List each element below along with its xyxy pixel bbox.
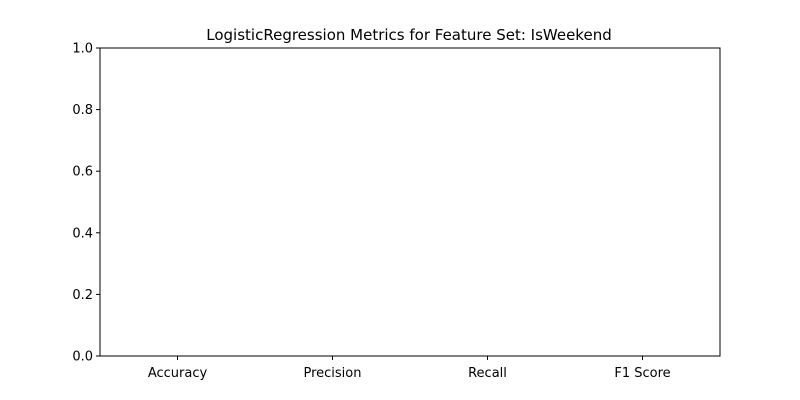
- x-tick-label: Recall: [468, 366, 507, 381]
- y-tick-label: 0.2: [72, 288, 93, 303]
- x-tick-label: Precision: [303, 366, 361, 381]
- x-tick-label: Accuracy: [148, 366, 208, 381]
- chart-title: LogisticRegression Metrics for Feature S…: [206, 26, 611, 44]
- y-tick-label: 0.0: [72, 350, 93, 365]
- x-axis: Accuracy Precision Recall F1 Score: [148, 356, 671, 381]
- y-axis: 0.0 0.2 0.4 0.6 0.8 1.0: [72, 42, 100, 365]
- x-tick-label: F1 Score: [614, 366, 670, 381]
- y-tick-label: 1.0: [72, 42, 93, 57]
- y-tick-label: 0.8: [72, 103, 93, 118]
- axes-frame: [99, 47, 721, 357]
- y-tick-label: 0.4: [72, 226, 93, 241]
- y-tick-label: 0.6: [72, 165, 93, 180]
